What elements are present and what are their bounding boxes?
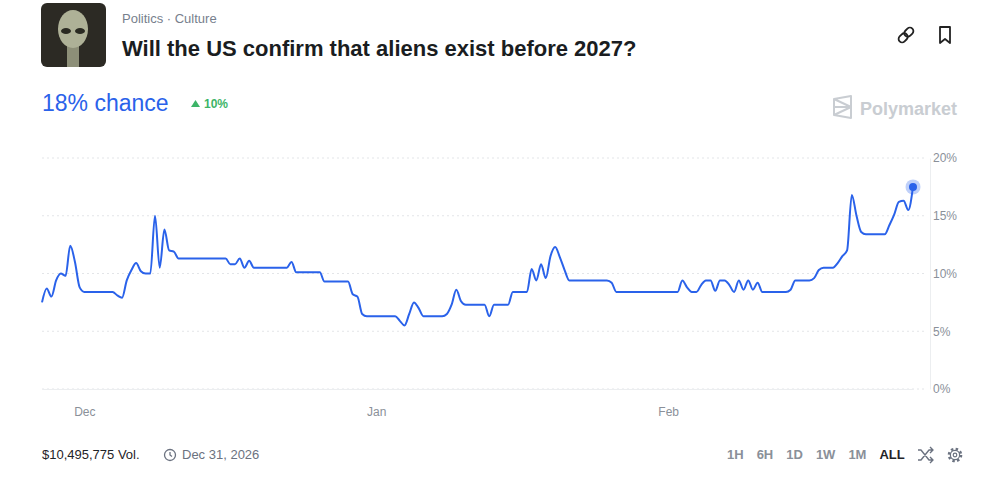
x-tick-label: Dec — [74, 405, 95, 419]
y-tick: 5% — [930, 325, 951, 339]
settings-icon[interactable] — [949, 449, 961, 461]
current-halo — [906, 179, 921, 194]
alien-eye — [75, 28, 85, 34]
x-axis: Dec Jan Feb — [43, 389, 914, 419]
grid — [42, 158, 925, 389]
headline: 18% chance — [42, 90, 169, 116]
grid-line — [42, 389, 925, 390]
y-tick-label: 0% — [933, 382, 951, 396]
range-button[interactable]: 1H — [727, 447, 744, 462]
volume: $10,495,775 Vol. — [42, 447, 140, 462]
current-dot — [909, 183, 917, 191]
range-button[interactable]: 1W — [816, 447, 836, 462]
y-tick: 20% — [930, 151, 957, 165]
range-button[interactable]: 6H — [757, 447, 774, 462]
brand-logo — [834, 96, 851, 118]
axis-line — [930, 159, 931, 390]
range-button[interactable]: 1D — [786, 447, 803, 462]
x-tick-label: Feb — [658, 405, 679, 419]
gear-hub[interactable] — [953, 453, 957, 457]
clock-hands — [170, 452, 172, 457]
x-tick: Jan — [367, 389, 386, 419]
title: Will the US confirm that aliens exist be… — [122, 36, 637, 61]
end-date: Dec 31, 2026 — [182, 447, 259, 462]
range-button[interactable]: 1M — [848, 447, 866, 462]
x-tick-label: Jan — [367, 405, 386, 419]
brand: Polymarket — [860, 99, 957, 119]
y-tick-label: 15% — [933, 209, 957, 223]
page: Politics · Culture Will the US confirm th… — [0, 0, 984, 478]
gear-ring[interactable] — [950, 450, 959, 459]
alien-eye — [61, 28, 71, 34]
grid-line — [42, 273, 925, 274]
y-tick-label: 10% — [933, 267, 957, 281]
y-tick: 10% — [930, 267, 957, 281]
clock-icon — [165, 450, 176, 461]
plot — [42, 179, 921, 325]
x-tick: Dec — [74, 389, 95, 419]
clock-face — [165, 450, 176, 461]
gear-teeth[interactable] — [949, 449, 961, 461]
shuffle-arrows[interactable] — [918, 447, 933, 463]
link-part[interactable] — [903, 26, 915, 38]
grid-line — [42, 331, 925, 332]
axis-line — [43, 389, 914, 390]
range-button[interactable]: ALL — [879, 447, 904, 462]
y-axis: 0% 5% 10% 15% 20% — [930, 151, 957, 396]
bookmark-icon[interactable] — [940, 27, 950, 43]
link-icon[interactable] — [897, 26, 915, 44]
y-tick-label: 5% — [933, 325, 951, 339]
change: 10% — [204, 97, 228, 111]
up-arrow — [191, 100, 200, 107]
shuffle-icon[interactable] — [918, 447, 933, 463]
grid-line — [42, 158, 925, 159]
y-tick: 0% — [930, 382, 951, 396]
x-tick: Feb — [658, 389, 679, 419]
tags: Politics · Culture — [122, 11, 217, 26]
thumbnail-bg — [41, 3, 106, 67]
y-tick: 15% — [930, 209, 957, 223]
y-tick-label: 20% — [933, 151, 957, 165]
link-part[interactable] — [897, 32, 909, 44]
grid-line — [42, 215, 925, 216]
alien-head — [58, 10, 88, 48]
thumbnail — [41, 3, 106, 67]
price-line — [42, 187, 913, 326]
